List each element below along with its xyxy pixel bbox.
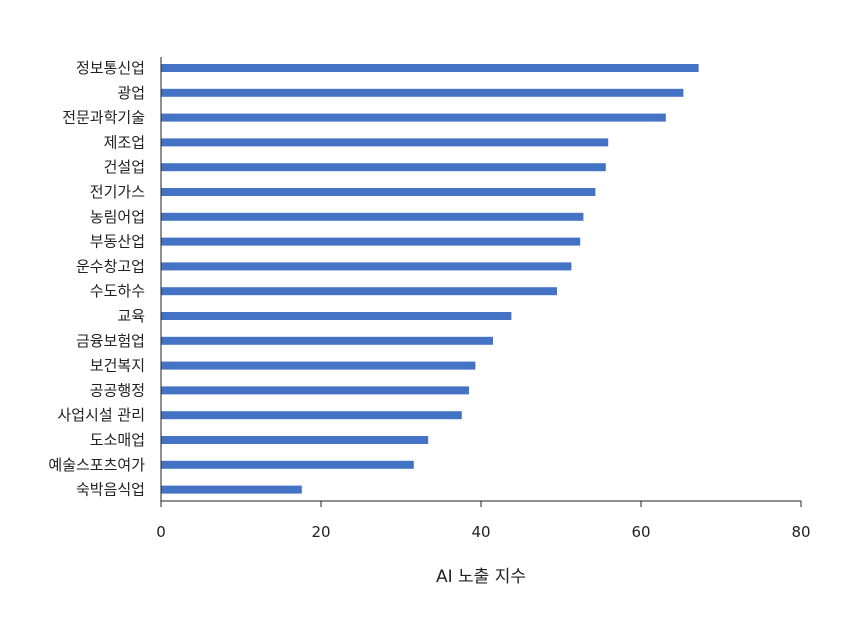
category-label: 보건복지 xyxy=(90,357,145,375)
bar-8 xyxy=(161,262,572,271)
bar-12 xyxy=(161,361,476,370)
x-tick-label: 0 xyxy=(156,523,166,541)
bar-3 xyxy=(161,138,609,147)
bar-17 xyxy=(161,485,302,494)
bar-16 xyxy=(161,460,414,469)
category-label: 수도하수 xyxy=(90,282,145,300)
category-label: 광업 xyxy=(117,84,145,102)
bar-11 xyxy=(161,336,493,345)
bar-6 xyxy=(161,212,584,221)
x-axis-title: AI 노출 지수 xyxy=(436,567,526,587)
category-labels: 정보통신업광업전문과학기술제조업건설업전기가스농림어업부동산업운수창고업수도하수… xyxy=(48,59,145,499)
category-label: 공공행정 xyxy=(90,381,145,399)
category-label: 교육 xyxy=(117,307,145,325)
x-tick-label: 60 xyxy=(631,523,650,541)
bar-5 xyxy=(161,188,596,196)
x-ticks: 0 20 40 60 80 xyxy=(156,501,811,541)
category-label: 도소매업 xyxy=(90,431,145,449)
bar-4 xyxy=(161,163,606,172)
x-tick-label: 80 xyxy=(791,523,810,541)
bar-2 xyxy=(161,113,666,122)
category-label: 금융보험업 xyxy=(76,332,145,350)
bar-1 xyxy=(161,88,684,97)
bar-10 xyxy=(161,312,512,320)
category-label: 숙박음식업 xyxy=(76,481,145,499)
category-label: 정보통신업 xyxy=(76,59,145,77)
bar-15 xyxy=(161,436,429,444)
category-label: 제조업 xyxy=(104,133,145,151)
x-tick-label: 40 xyxy=(471,523,490,541)
x-tick-label: 20 xyxy=(311,523,330,541)
bar-7 xyxy=(161,237,581,246)
category-label: 사업시설 관리 xyxy=(57,406,145,424)
category-label: 농림어업 xyxy=(90,208,145,226)
bar-13 xyxy=(161,386,469,395)
category-label: 예술스포츠여가 xyxy=(48,456,145,474)
category-label: 건설업 xyxy=(104,158,145,176)
category-label: 전기가스 xyxy=(90,183,145,201)
bar-0 xyxy=(161,64,699,72)
bar-9 xyxy=(161,287,557,296)
category-label: 운수창고업 xyxy=(76,257,145,275)
category-label: 전문과학기술 xyxy=(62,109,145,127)
category-label: 부동산업 xyxy=(90,233,145,251)
bars-group xyxy=(161,64,699,494)
bar-14 xyxy=(161,411,462,420)
